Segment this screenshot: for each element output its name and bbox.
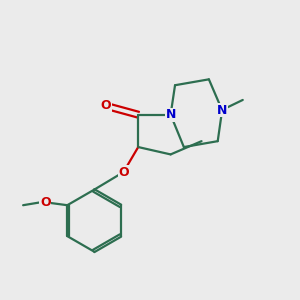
Text: O: O bbox=[118, 166, 129, 178]
Text: O: O bbox=[40, 196, 50, 209]
Text: O: O bbox=[100, 99, 111, 112]
Text: N: N bbox=[165, 108, 176, 121]
Text: N: N bbox=[217, 104, 227, 117]
